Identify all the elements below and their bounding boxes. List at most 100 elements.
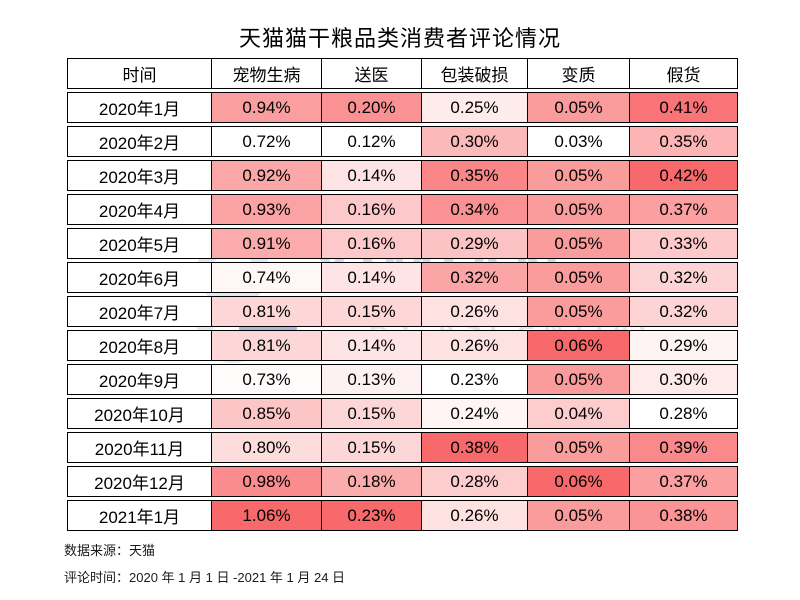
value-cell: 0.30% (421, 126, 527, 157)
value-cell: 0.06% (527, 466, 629, 497)
value-cell: 0.12% (321, 126, 421, 157)
value-cell: 0.29% (421, 228, 527, 259)
month-cell: 2020年11月 (67, 432, 211, 463)
month-cell: 2020年3月 (67, 160, 211, 191)
value-cell: 0.16% (321, 228, 421, 259)
value-cell: 0.05% (527, 194, 629, 225)
column-header: 送医 (321, 58, 421, 89)
value-cell: 1.06% (211, 500, 321, 531)
data-source-note: 数据来源：天猫 (64, 543, 156, 558)
table-row: 2020年2月 0.72% 0.12% 0.30% 0.03% 0.35% (67, 126, 738, 157)
value-cell: 0.93% (211, 194, 321, 225)
table-row: 2020年7月 0.81% 0.15% 0.26% 0.05% 0.32% (67, 296, 738, 327)
value-cell: 0.80% (211, 432, 321, 463)
row-header-time: 时间 (67, 58, 211, 89)
table-row: 2020年6月 0.74% 0.14% 0.32% 0.05% 0.32% (67, 262, 738, 293)
value-cell: 0.24% (421, 398, 527, 429)
value-cell: 0.28% (629, 398, 738, 429)
month-cell: 2020年1月 (67, 92, 211, 123)
value-cell: 0.74% (211, 262, 321, 293)
value-cell: 0.05% (527, 160, 629, 191)
month-cell: 2020年7月 (67, 296, 211, 327)
value-cell: 0.18% (321, 466, 421, 497)
value-cell: 0.15% (321, 432, 421, 463)
value-cell: 0.32% (629, 262, 738, 293)
value-cell: 0.30% (629, 364, 738, 395)
value-cell: 0.41% (629, 92, 738, 123)
value-cell: 0.20% (321, 92, 421, 123)
value-cell: 0.06% (527, 330, 629, 361)
value-cell: 0.05% (527, 364, 629, 395)
value-cell: 0.72% (211, 126, 321, 157)
value-cell: 0.05% (527, 296, 629, 327)
value-cell: 0.33% (629, 228, 738, 259)
value-cell: 0.29% (629, 330, 738, 361)
value-cell: 0.23% (321, 500, 421, 531)
table-row: 2020年5月 0.91% 0.16% 0.29% 0.05% 0.33% (67, 228, 738, 259)
month-cell: 2020年2月 (67, 126, 211, 157)
value-cell: 0.23% (421, 364, 527, 395)
value-cell: 0.04% (527, 398, 629, 429)
value-cell: 0.13% (321, 364, 421, 395)
column-header: 包装破损 (421, 58, 527, 89)
value-cell: 0.03% (527, 126, 629, 157)
month-cell: 2020年12月 (67, 466, 211, 497)
value-cell: 0.15% (321, 398, 421, 429)
table-row: 2020年10月 0.85% 0.15% 0.24% 0.04% 0.28% (67, 398, 738, 429)
value-cell: 0.98% (211, 466, 321, 497)
value-cell: 0.15% (321, 296, 421, 327)
table-row: 2020年12月 0.98% 0.18% 0.28% 0.06% 0.37% (67, 466, 738, 497)
value-cell: 0.37% (629, 466, 738, 497)
value-cell: 0.81% (211, 330, 321, 361)
value-cell: 0.05% (527, 262, 629, 293)
value-cell: 0.35% (421, 160, 527, 191)
report-footer: 数据来源：天猫 评论时间：2020 年 1 月 1 日 -2021 年 1 月 … (64, 537, 345, 591)
value-cell: 0.05% (527, 92, 629, 123)
value-cell: 0.39% (629, 432, 738, 463)
value-cell: 0.38% (421, 432, 527, 463)
value-cell: 0.81% (211, 296, 321, 327)
month-cell: 2020年5月 (67, 228, 211, 259)
table-row: 2020年3月 0.92% 0.14% 0.35% 0.05% 0.42% (67, 160, 738, 191)
value-cell: 0.25% (421, 92, 527, 123)
column-header: 变质 (527, 58, 629, 89)
table-row: 2020年9月 0.73% 0.13% 0.23% 0.05% 0.30% (67, 364, 738, 395)
table-row: 2021年1月 1.06% 0.23% 0.26% 0.05% 0.38% (67, 500, 738, 531)
month-cell: 2021年1月 (67, 500, 211, 531)
value-cell: 0.05% (527, 228, 629, 259)
value-cell: 0.05% (527, 432, 629, 463)
value-cell: 0.14% (321, 262, 421, 293)
table-row: 2020年8月 0.81% 0.14% 0.26% 0.06% 0.29% (67, 330, 738, 361)
value-cell: 0.34% (421, 194, 527, 225)
table-row: 2020年1月 0.94% 0.20% 0.25% 0.05% 0.41% (67, 92, 738, 123)
value-cell: 0.26% (421, 296, 527, 327)
table-row: 2020年11月 0.80% 0.15% 0.38% 0.05% 0.39% (67, 432, 738, 463)
column-header: 宠物生病 (211, 58, 321, 89)
value-cell: 0.16% (321, 194, 421, 225)
value-cell: 0.28% (421, 466, 527, 497)
month-cell: 2020年9月 (67, 364, 211, 395)
value-cell: 0.05% (527, 500, 629, 531)
value-cell: 0.91% (211, 228, 321, 259)
value-cell: 0.32% (629, 296, 738, 327)
column-header: 假货 (629, 58, 738, 89)
month-cell: 2020年4月 (67, 194, 211, 225)
value-cell: 0.85% (211, 398, 321, 429)
month-cell: 2020年10月 (67, 398, 211, 429)
page-title: 天猫猫干粮品类消费者评论情况 (238, 26, 561, 51)
review-period-note: 评论时间：2020 年 1 月 1 日 -2021 年 1 月 24 日 (64, 570, 346, 585)
value-cell: 0.37% (629, 194, 738, 225)
value-cell: 0.42% (629, 160, 738, 191)
table-row: 2020年4月 0.93% 0.16% 0.34% 0.05% 0.37% (67, 194, 738, 225)
value-cell: 0.73% (211, 364, 321, 395)
value-cell: 0.35% (629, 126, 738, 157)
value-cell: 0.26% (421, 500, 527, 531)
value-cell: 0.26% (421, 330, 527, 361)
table-header-row: 时间 宠物生病 送医 包装破损 变质 假货 (67, 58, 738, 89)
month-cell: 2020年8月 (67, 330, 211, 361)
value-cell: 0.38% (629, 500, 738, 531)
value-cell: 0.14% (321, 330, 421, 361)
value-cell: 0.92% (211, 160, 321, 191)
value-cell: 0.32% (421, 262, 527, 293)
value-cell: 0.94% (211, 92, 321, 123)
